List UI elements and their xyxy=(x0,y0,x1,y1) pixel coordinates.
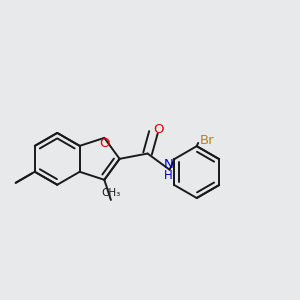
Text: H: H xyxy=(164,169,173,182)
Text: O: O xyxy=(99,137,110,150)
Text: O: O xyxy=(154,123,164,136)
Text: Br: Br xyxy=(200,134,214,147)
Text: CH₃: CH₃ xyxy=(101,188,121,199)
Text: N: N xyxy=(164,158,174,171)
